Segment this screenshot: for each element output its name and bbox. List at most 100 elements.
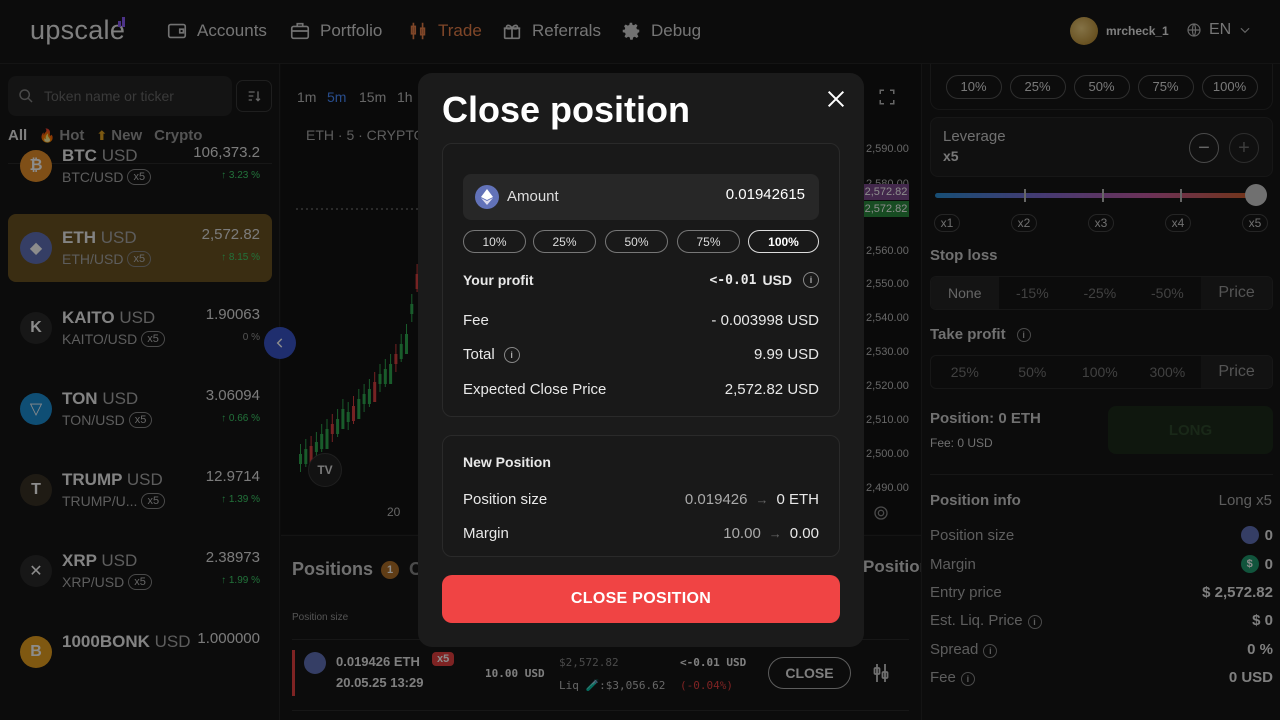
leverage-increase-button[interactable]: + — [1229, 133, 1259, 163]
fullscreen-icon[interactable] — [878, 88, 896, 106]
candle-body — [383, 369, 387, 384]
token-quote: USD — [119, 308, 156, 327]
info-icon[interactable]: i — [983, 644, 998, 658]
timeframe-1h[interactable]: 1h — [397, 89, 413, 105]
settings-icon[interactable] — [873, 505, 889, 521]
wallet-icon — [167, 23, 187, 39]
y-axis-label: 2,530.00 — [866, 346, 909, 358]
slider-handle[interactable] — [1245, 184, 1267, 206]
token-row-1000bonk[interactable]: B 1000BONK USD 1.000000 — [8, 618, 272, 686]
info-row-entry-price: Entry price $ 2,572.82 — [930, 584, 1273, 601]
token-row-kaito[interactable]: K KAITO USD KAITO/USD x5 1.90063 0 % — [8, 294, 272, 362]
info-icon[interactable]: i — [803, 272, 819, 288]
timeframe-5m[interactable]: 5m — [327, 89, 347, 105]
percent-25-button[interactable]: 25% — [1009, 74, 1066, 99]
close-position-button[interactable]: CLOSE — [768, 657, 851, 689]
nav-portfolio[interactable]: Portfolio — [289, 20, 382, 42]
modal-close-button[interactable] — [822, 85, 850, 113]
take-profit-25[interactable]: 25% — [950, 364, 979, 380]
timeframe-15m[interactable]: 15m — [359, 89, 387, 105]
candle-body — [410, 304, 414, 314]
nav-referrals[interactable]: Referrals — [501, 20, 601, 42]
close-percent-25-button[interactable]: 25% — [533, 230, 596, 253]
stop-loss-price[interactable]: Price — [1201, 277, 1272, 309]
search-input[interactable] — [44, 88, 224, 104]
y-axis-label: 2,520.00 — [866, 380, 909, 392]
filter-new[interactable]: ⬆ New — [96, 127, 142, 144]
filter-crypto[interactable]: Crypto — [154, 127, 203, 144]
close-price-row: Expected Close Price 2,572.82 USD — [463, 381, 819, 398]
close-percent-75-button[interactable]: 75% — [677, 230, 740, 253]
sort-button[interactable] — [236, 80, 272, 112]
close-percent-100-button[interactable]: 100% — [748, 230, 819, 253]
token-row-xrp[interactable]: ✕ XRP USD XRP/USD x5 2.38973 ↑ 1.99 % — [8, 537, 272, 605]
take-profit-300[interactable]: 300% — [1149, 364, 1186, 380]
nav-accounts[interactable]: Accounts — [166, 20, 267, 42]
percent-75-button[interactable]: 75% — [1137, 74, 1194, 99]
token-row-eth[interactable]: ◆ ETH USD ETH/USD x5 2,572.82 ↑ 8.15 % — [8, 214, 272, 282]
filter-all[interactable]: All — [8, 127, 28, 144]
nav-label: Trade — [438, 21, 482, 40]
leverage-mark[interactable]: x4 — [1165, 214, 1191, 232]
slider-tick — [1024, 189, 1026, 202]
take-profit-price[interactable]: Price — [1201, 356, 1272, 388]
token-row-btc[interactable]: ₿ BTC USD BTC/USD x5 106,373.2 ↑ 3.23 % — [8, 132, 272, 200]
token-change: ↑ 1.99 % — [221, 575, 260, 586]
info-label: Spread — [930, 641, 979, 658]
token-change: ↑ 0.66 % — [221, 413, 260, 424]
leverage-mark[interactable]: x5 — [1242, 214, 1268, 232]
percent-10-button[interactable]: 10% — [945, 74, 1002, 99]
confirm-close-position-button[interactable]: CLOSE POSITION — [442, 575, 840, 623]
take-profit-50[interactable]: 50% — [1018, 364, 1047, 380]
leverage-slider[interactable] — [935, 184, 1267, 206]
arrow-right-icon: → — [768, 526, 782, 541]
total-row: Total i 9.99 USD — [463, 346, 819, 363]
collapse-sidebar-button[interactable] — [264, 327, 296, 359]
stop-loss-25[interactable]: -25% — [1083, 285, 1117, 301]
pair-label: TRUMP/U... — [62, 493, 138, 509]
leverage-decrease-button[interactable]: − — [1189, 133, 1219, 163]
take-profit-100[interactable]: 100% — [1081, 364, 1118, 380]
logo[interactable]: upscale — [30, 15, 126, 45]
tab-positions[interactable]: Positions 1 — [292, 559, 400, 580]
leverage-mark[interactable]: x1 — [934, 214, 960, 232]
stop-loss-50[interactable]: -50% — [1151, 285, 1184, 301]
close-details-card: Amount 10% 25% 50% 75% 100% Your profit … — [442, 143, 840, 417]
tune-icon[interactable] — [872, 662, 890, 684]
filter-hot[interactable]: 🔥 Hot — [39, 127, 84, 144]
token-sidebar: All 🔥Hot ⬆New Crypto ₿BTC USDBTC/USDx510… — [0, 64, 280, 720]
percent-50-button[interactable]: 50% — [1073, 74, 1130, 99]
token-row-ton[interactable]: ▽ TON USD TON/USD x5 3.06094 ↑ 0.66 % — [8, 375, 272, 443]
close-percent-10-button[interactable]: 10% — [463, 230, 526, 253]
eth-icon — [1240, 526, 1259, 544]
close-price-value: 2,572.82 USD — [724, 381, 819, 398]
leverage-mark[interactable]: x3 — [1088, 214, 1114, 232]
language-select[interactable]: EN — [1186, 21, 1252, 39]
amount-input[interactable] — [655, 186, 805, 203]
nav-trade[interactable]: Trade — [407, 20, 482, 42]
percent-100-button[interactable]: 100% — [1201, 74, 1258, 99]
info-icon[interactable]: i — [503, 346, 520, 363]
leverage-mark[interactable]: x2 — [1011, 214, 1037, 232]
timeframe-1m[interactable]: 1m — [297, 89, 317, 105]
tradingview-logo[interactable]: TV — [308, 453, 342, 487]
plus-icon: + — [1238, 136, 1250, 159]
stop-loss-none[interactable]: None — [931, 277, 999, 309]
candle-body — [346, 412, 350, 422]
candle-body — [362, 394, 366, 404]
trump-icon: T — [20, 474, 52, 506]
size-percent-row: 10% 25% 50% 75% 100% — [930, 64, 1273, 110]
stop-loss-15[interactable]: -15% — [1015, 285, 1049, 301]
y-axis-label: 2,510.00 — [866, 414, 909, 426]
info-icon[interactable]: i — [1027, 615, 1042, 629]
token-row-trump[interactable]: T TRUMP USD TRUMP/U... x5 12.9714 ↑ 1.39 % — [8, 456, 272, 524]
stop-loss-title: Stop loss — [930, 247, 998, 264]
candle-body — [399, 344, 403, 359]
info-icon[interactable]: i — [960, 672, 975, 686]
tab-closed-positions[interactable]: Positions — [863, 557, 940, 576]
nav-debug[interactable]: Debug — [620, 20, 701, 42]
long-button[interactable]: LONG — [1108, 406, 1273, 454]
close-percent-50-button[interactable]: 50% — [605, 230, 668, 253]
info-icon[interactable]: i — [1016, 327, 1031, 342]
user-menu[interactable]: mrcheck_1 — [1070, 17, 1169, 45]
